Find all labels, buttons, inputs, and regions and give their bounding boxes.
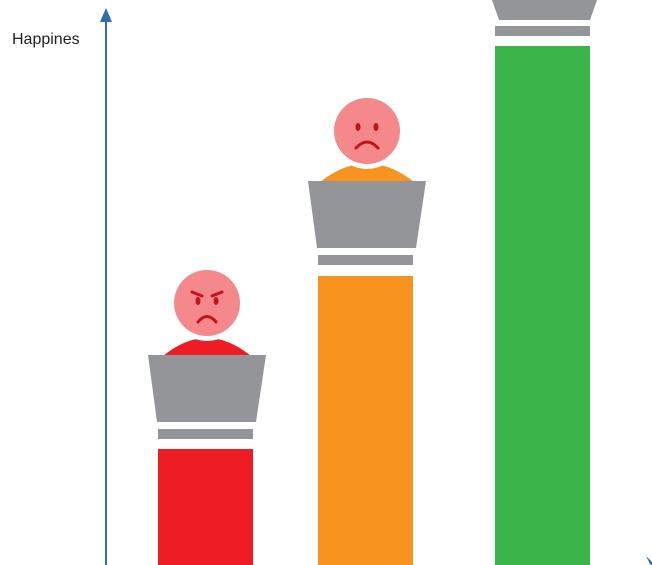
axis-label: Happines — [12, 31, 80, 48]
unhappy-figure — [148, 269, 266, 565]
mouth — [196, 315, 218, 324]
happy-figure — [492, 0, 597, 565]
band — [158, 429, 253, 439]
eye — [213, 297, 219, 305]
face — [334, 98, 400, 164]
bar — [495, 46, 590, 565]
podium — [492, 0, 597, 20]
bar — [158, 449, 253, 565]
podium — [148, 355, 266, 422]
eye — [373, 123, 379, 131]
axis-arrow — [100, 8, 112, 22]
mouth — [354, 140, 380, 150]
eye — [355, 123, 361, 131]
axis-arrow — [646, 556, 652, 565]
shirt — [320, 163, 414, 182]
brows — [190, 290, 224, 298]
bar — [318, 276, 413, 565]
band — [495, 26, 590, 36]
eye — [195, 297, 201, 305]
podium — [308, 181, 426, 248]
face — [174, 270, 240, 336]
sad-figure — [308, 97, 426, 565]
band — [318, 255, 413, 265]
shirt — [163, 338, 251, 356]
